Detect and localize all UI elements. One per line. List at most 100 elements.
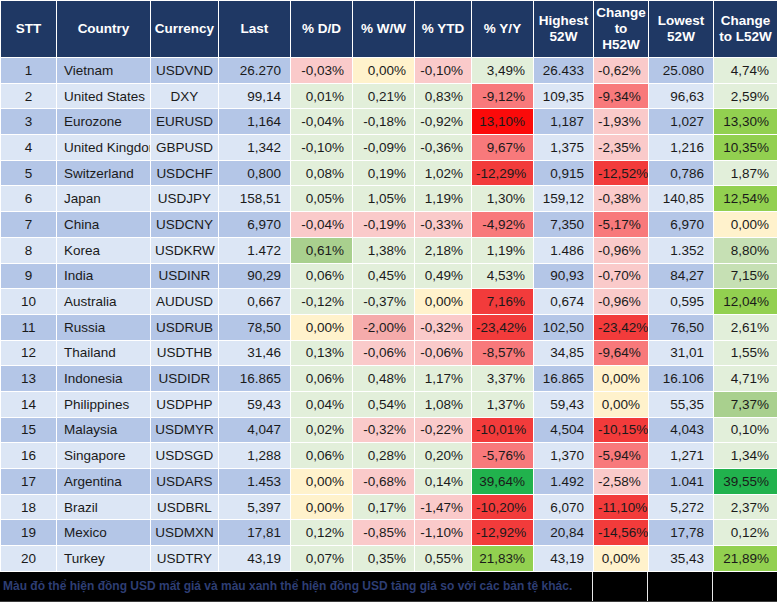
cell-ytd[interactable]: -0,33% — [415, 212, 472, 238]
cell-currency[interactable]: USDMXN — [151, 520, 219, 546]
cell-cl52[interactable]: 2,61% — [714, 314, 777, 340]
cell-currency[interactable]: USDTHB — [151, 340, 219, 366]
cell-stt[interactable]: 14 — [1, 391, 57, 417]
col-header-ww[interactable]: % W/W — [353, 1, 415, 58]
cell-ytd[interactable]: -0,92% — [415, 109, 472, 135]
cell-l52[interactable]: 6,970 — [649, 212, 714, 238]
cell-ch52[interactable]: -0,96% — [594, 289, 649, 315]
cell-ww[interactable]: 0,48% — [353, 366, 415, 392]
cell-last[interactable]: 1,342 — [219, 135, 291, 161]
cell-currency[interactable]: USDIDR — [151, 366, 219, 392]
cell-stt[interactable]: 5 — [1, 160, 57, 186]
cell-dd[interactable]: 0,13% — [291, 340, 353, 366]
cell-stt[interactable]: 4 — [1, 135, 57, 161]
cell-cl52[interactable]: 2,59% — [714, 83, 777, 109]
cell-ww[interactable]: -0,37% — [353, 289, 415, 315]
col-header-currency[interactable]: Currency — [151, 1, 219, 58]
cell-yy[interactable]: -8,57% — [472, 340, 534, 366]
cell-ytd[interactable]: -0,22% — [415, 417, 472, 443]
cell-currency[interactable]: USDVND — [151, 58, 219, 84]
cell-ytd[interactable]: -0,10% — [415, 58, 472, 84]
cell-ch52[interactable]: -0,38% — [594, 186, 649, 212]
cell-ytd[interactable]: 0,49% — [415, 263, 472, 289]
cell-l52[interactable]: 76,50 — [649, 314, 714, 340]
cell-ww[interactable]: 1,05% — [353, 186, 415, 212]
cell-country[interactable]: India — [57, 263, 151, 289]
col-header-l52[interactable]: Lowest 52W — [649, 1, 714, 58]
cell-ytd[interactable]: 0,14% — [415, 469, 472, 495]
cell-yy[interactable]: 7,16% — [472, 289, 534, 315]
cell-ww[interactable]: 0,00% — [353, 58, 415, 84]
cell-l52[interactable]: 1.041 — [649, 469, 714, 495]
cell-currency[interactable]: USDARS — [151, 469, 219, 495]
cell-h52[interactable]: 0,915 — [534, 160, 594, 186]
cell-currency[interactable]: USDPHP — [151, 391, 219, 417]
cell-stt[interactable]: 7 — [1, 212, 57, 238]
cell-cl52[interactable]: 7,37% — [714, 391, 777, 417]
cell-country[interactable]: United Kingdom — [57, 135, 151, 161]
col-header-ytd[interactable]: % YTD — [415, 1, 472, 58]
cell-l52[interactable]: 31,01 — [649, 340, 714, 366]
cell-h52[interactable]: 0,674 — [534, 289, 594, 315]
col-header-ch52[interactable]: Change to H52W — [594, 1, 649, 58]
cell-last[interactable]: 26.270 — [219, 58, 291, 84]
cell-cl52[interactable]: 39,55% — [714, 469, 777, 495]
cell-ytd[interactable]: -0,36% — [415, 135, 472, 161]
cell-last[interactable]: 17,81 — [219, 520, 291, 546]
cell-h52[interactable]: 6,070 — [534, 494, 594, 520]
cell-yy[interactable]: -12,29% — [472, 160, 534, 186]
cell-cl52[interactable]: 10,35% — [714, 135, 777, 161]
cell-country[interactable]: Thailand — [57, 340, 151, 366]
cell-h52[interactable]: 1.486 — [534, 237, 594, 263]
cell-country[interactable]: China — [57, 212, 151, 238]
cell-l52[interactable]: 16.106 — [649, 366, 714, 392]
cell-country[interactable]: Philippines — [57, 391, 151, 417]
cell-currency[interactable]: USDCHF — [151, 160, 219, 186]
cell-dd[interactable]: -0,12% — [291, 289, 353, 315]
cell-yy[interactable]: -5,76% — [472, 443, 534, 469]
cell-country[interactable]: Malaysia — [57, 417, 151, 443]
cell-dd[interactable]: 0,05% — [291, 186, 353, 212]
cell-ch52[interactable]: 0,00% — [594, 366, 649, 392]
cell-yy[interactable]: 3,49% — [472, 58, 534, 84]
cell-last[interactable]: 31,46 — [219, 340, 291, 366]
cell-ch52[interactable]: -9,34% — [594, 83, 649, 109]
cell-yy[interactable]: 3,37% — [472, 366, 534, 392]
cell-ch52[interactable]: -10,15% — [594, 417, 649, 443]
cell-yy[interactable]: 13,10% — [472, 109, 534, 135]
cell-stt[interactable]: 8 — [1, 237, 57, 263]
cell-ytd[interactable]: -0,06% — [415, 340, 472, 366]
cell-h52[interactable]: 7,350 — [534, 212, 594, 238]
cell-cl52[interactable]: 0,10% — [714, 417, 777, 443]
col-header-h52[interactable]: Highest 52W — [534, 1, 594, 58]
cell-last[interactable]: 16.865 — [219, 366, 291, 392]
cell-ww[interactable]: -0,68% — [353, 469, 415, 495]
cell-country[interactable]: Indonesia — [57, 366, 151, 392]
cell-dd[interactable]: 0,00% — [291, 494, 353, 520]
cell-ww[interactable]: 0,28% — [353, 443, 415, 469]
cell-stt[interactable]: 20 — [1, 546, 57, 572]
cell-cl52[interactable]: 1,55% — [714, 340, 777, 366]
cell-currency[interactable]: USDRUB — [151, 314, 219, 340]
cell-h52[interactable]: 34,85 — [534, 340, 594, 366]
cell-ytd[interactable]: 1,19% — [415, 186, 472, 212]
cell-h52[interactable]: 159,12 — [534, 186, 594, 212]
cell-last[interactable]: 1.472 — [219, 237, 291, 263]
cell-ch52[interactable]: -9,64% — [594, 340, 649, 366]
cell-cl52[interactable]: 1,87% — [714, 160, 777, 186]
cell-l52[interactable]: 1,216 — [649, 135, 714, 161]
cell-ytd[interactable]: -0,32% — [415, 314, 472, 340]
cell-ytd[interactable]: 0,55% — [415, 546, 472, 572]
cell-dd[interactable]: 0,12% — [291, 520, 353, 546]
cell-yy[interactable]: 1,19% — [472, 237, 534, 263]
cell-h52[interactable]: 43,19 — [534, 546, 594, 572]
cell-last[interactable]: 0,800 — [219, 160, 291, 186]
cell-stt[interactable]: 6 — [1, 186, 57, 212]
cell-h52[interactable]: 90,93 — [534, 263, 594, 289]
cell-dd[interactable]: 0,02% — [291, 417, 353, 443]
cell-ytd[interactable]: -1,47% — [415, 494, 472, 520]
cell-currency[interactable]: AUDUSD — [151, 289, 219, 315]
cell-country[interactable]: Eurozone — [57, 109, 151, 135]
cell-h52[interactable]: 1.492 — [534, 469, 594, 495]
cell-country[interactable]: Australia — [57, 289, 151, 315]
